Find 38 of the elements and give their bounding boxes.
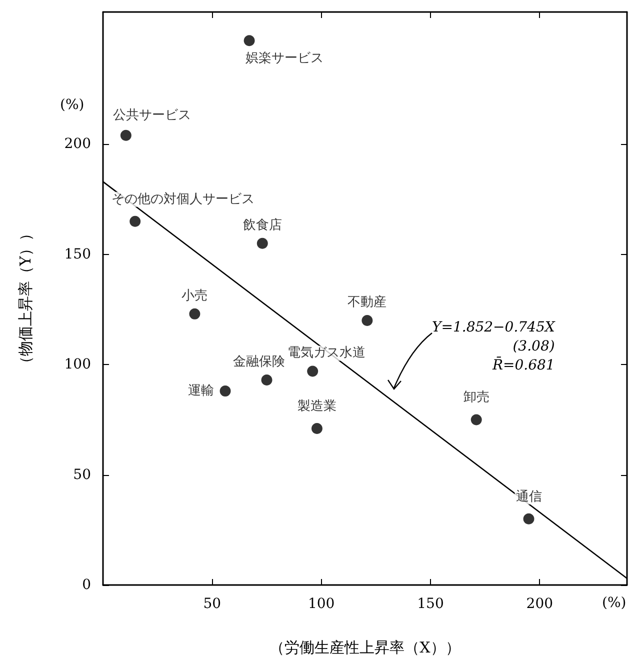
point bbox=[470, 414, 482, 426]
y-tick-label: 50 bbox=[73, 466, 91, 483]
point bbox=[261, 374, 272, 386]
point bbox=[307, 366, 318, 377]
point bbox=[120, 130, 132, 141]
point bbox=[220, 386, 231, 397]
data-label: 製造業 bbox=[297, 399, 336, 414]
data-label: 卸売 bbox=[463, 390, 490, 406]
x-tick-label: 200 bbox=[526, 596, 554, 612]
data-label: 小売 bbox=[182, 288, 208, 304]
x-tick-label: 100 bbox=[308, 596, 335, 612]
y-axis-title: （物価上昇率（Y）） bbox=[16, 226, 34, 371]
point bbox=[130, 216, 141, 227]
y-tick-label: 200 bbox=[64, 136, 91, 152]
point bbox=[189, 308, 200, 320]
text: (%) bbox=[60, 97, 84, 113]
text: (%) bbox=[602, 595, 626, 611]
point bbox=[244, 35, 255, 46]
x-axis-title: （労働生産性上昇率（X）） bbox=[270, 638, 460, 656]
data-label: 通信 bbox=[516, 489, 542, 504]
y-tick-label: 150 bbox=[64, 246, 91, 262]
point bbox=[256, 238, 268, 249]
y-tick-label: 100 bbox=[64, 356, 91, 373]
data-label: 飲食店 bbox=[242, 216, 282, 233]
data-label: 公共サービス bbox=[112, 108, 191, 123]
data-label: 金融保険 bbox=[232, 354, 285, 370]
point bbox=[523, 513, 534, 524]
y-tick-label: 0 bbox=[82, 577, 91, 593]
annotation: Y=1.852−0.745X (3.08) R̄=0.681 bbox=[432, 320, 556, 374]
point bbox=[311, 423, 322, 434]
x-tick-label: 150 bbox=[417, 596, 444, 612]
data-label: 運輸 bbox=[188, 384, 214, 399]
data-label: その他の対個人サービス bbox=[112, 190, 255, 207]
data-label: 電気ガス水道 bbox=[288, 346, 366, 361]
x-tick-label: 50 bbox=[203, 596, 222, 612]
point bbox=[362, 315, 373, 326]
data-label: 娯楽サービス bbox=[245, 51, 324, 66]
data-label: 不動産 bbox=[348, 294, 387, 310]
